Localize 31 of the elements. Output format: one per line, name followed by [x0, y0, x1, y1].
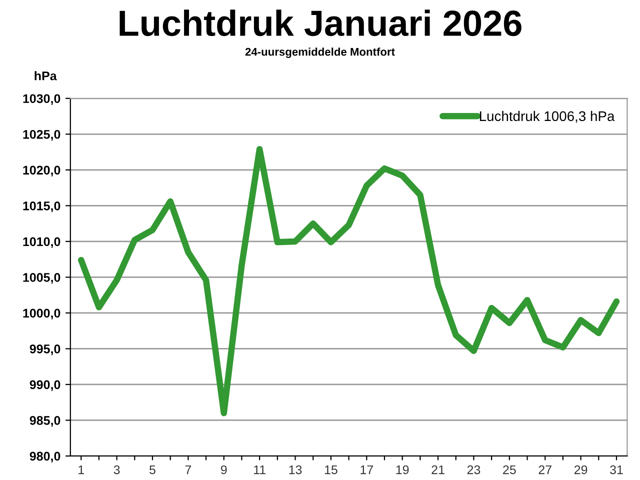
x-tick-label: 17	[360, 465, 373, 474]
x-tick-label: 21	[432, 465, 444, 474]
y-tick-label: 1000,0	[23, 308, 60, 320]
legend-label: Luchtdruk 1006,3 hPa	[480, 110, 615, 123]
x-tick-label: 25	[503, 465, 516, 474]
y-tick-label: 1010,0	[23, 237, 60, 248]
y-tick-label: 1020,0	[23, 166, 60, 176]
y-axis-title: hPa	[34, 71, 57, 80]
y-tick-label: 1030,0	[23, 94, 60, 105]
x-tick-label: 15	[324, 465, 338, 474]
x-tick-label: 5	[150, 465, 156, 474]
x-tick-label: 3	[114, 465, 120, 474]
y-tick-label: 990,0	[30, 380, 60, 391]
x-tick-label: 11	[254, 465, 266, 474]
x-tick-label: 19	[396, 465, 409, 474]
y-tick-label: 1025,0	[23, 130, 60, 141]
chart-title: Luchtdruk Januari 2026	[120, 10, 522, 36]
x-tick-label: 27	[538, 465, 552, 474]
x-tick-label: 1	[78, 465, 84, 474]
x-tick-label: 23	[467, 465, 480, 474]
x-tick-label: 13	[289, 465, 302, 474]
y-tick-label: 980,0	[30, 452, 60, 462]
x-tick-label: 29	[574, 465, 588, 474]
y-tick-label: 1015,0	[23, 201, 60, 212]
x-tick-label: 9	[220, 465, 227, 474]
y-tick-label: 985,0	[30, 416, 60, 427]
y-tick-label: 995,0	[30, 344, 60, 356]
x-tick-label: 31	[610, 465, 623, 474]
chart-subtitle: 24-uursgemiddelde Montfort	[245, 48, 395, 58]
x-tick-label: 7	[185, 465, 192, 474]
y-tick-label: 1005,0	[23, 273, 60, 284]
